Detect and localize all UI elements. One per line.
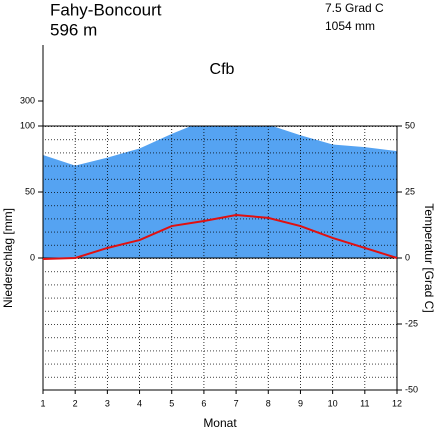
annotation: Cfb (210, 61, 235, 78)
x-tick-label: 7 (234, 398, 239, 408)
y-tick-label: 100 (20, 120, 35, 130)
x-tick-label: 12 (392, 398, 402, 408)
y2-tick-label: 50 (405, 120, 415, 130)
annotation: 1054 mm (325, 19, 375, 33)
x-tick-label: 3 (105, 398, 110, 408)
temperature-line (42, 213, 398, 261)
annotation: 7.5 Grad C (325, 1, 384, 15)
y2-tick-label: -25 (405, 318, 418, 328)
x-tick-label: 2 (73, 398, 78, 408)
chart-subtitle: 596 m (50, 20, 97, 39)
y2-tick-label: 0 (405, 252, 410, 262)
x-tick-label: 4 (137, 398, 142, 408)
x-tick-label: 1 (40, 398, 45, 408)
y-tick-label: 0 (30, 252, 35, 262)
y2-axis-label: Temperatur [Grad C] (422, 203, 436, 312)
x-tick-label: 6 (201, 398, 206, 408)
y2-tick-label: -50 (405, 384, 418, 394)
y-tick-label: 300 (20, 95, 35, 105)
y-tick-label: 50 (25, 186, 35, 196)
x-tick-label: 5 (169, 398, 174, 408)
x-tick-label: 10 (328, 398, 338, 408)
y-axis-label: Niederschlag [mm] (1, 208, 15, 308)
x-axis-label: Monat (203, 416, 237, 430)
chart-title: Fahy-Boncourt (50, 0, 162, 19)
x-tick-label: 11 (360, 398, 369, 408)
x-tick-label: 9 (298, 398, 303, 408)
x-tick-label: 8 (266, 398, 271, 408)
y2-tick-label: 25 (405, 186, 415, 196)
